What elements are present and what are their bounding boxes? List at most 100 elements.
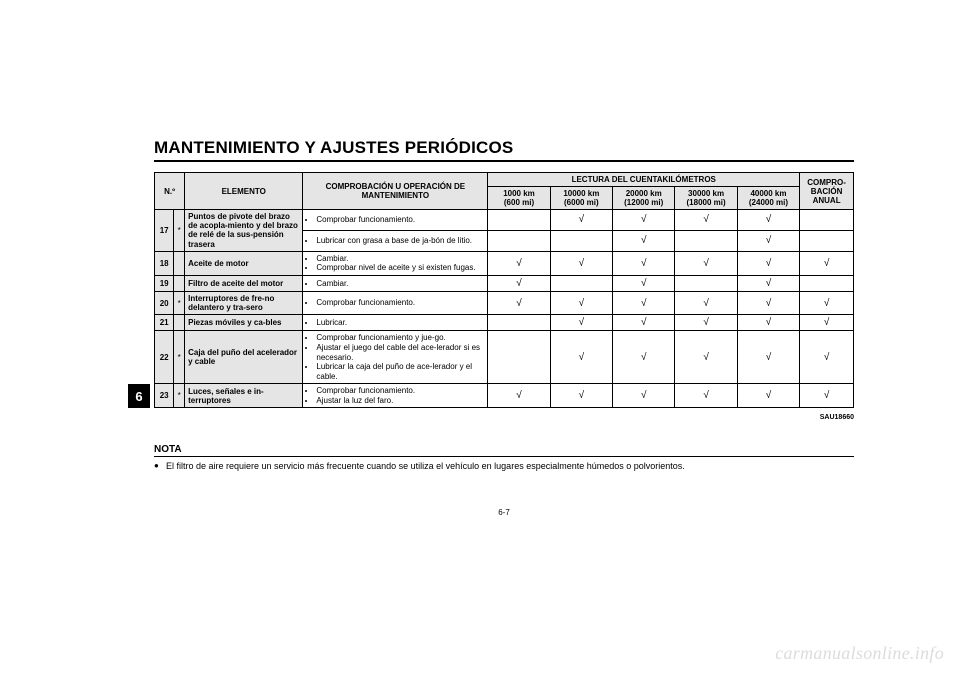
cell-check [488, 210, 550, 231]
cell-check: √ [675, 251, 737, 275]
cell-check: √ [613, 251, 675, 275]
cell-num: 23 [155, 384, 174, 408]
cell-check: √ [613, 275, 675, 291]
cell-check: √ [737, 384, 799, 408]
page-content: MANTENIMIENTO Y AJUSTES PERIÓDICOS N.º E… [154, 138, 854, 471]
cell-check: √ [675, 315, 737, 331]
cell-check: √ [737, 315, 799, 331]
cell-check: √ [613, 291, 675, 314]
watermark: carmanualsonline.info [775, 643, 944, 664]
cell-check [800, 210, 854, 231]
table-row: 23 * Luces, señales e in-terruptores Com… [155, 384, 854, 408]
cell-check [488, 315, 550, 331]
page-title: MANTENIMIENTO Y AJUSTES PERIÓDICOS [154, 138, 513, 158]
cell-elem: Piezas móviles y ca-bles [185, 315, 303, 331]
cell-op: Comprobar funcionamiento. [303, 210, 488, 231]
cell-check: √ [550, 331, 612, 384]
cell-check: √ [737, 275, 799, 291]
cell-elem: Filtro de aceite del motor [185, 275, 303, 291]
chapter-tab: 6 [128, 384, 150, 408]
cell-check: √ [488, 251, 550, 275]
cell-check: √ [550, 251, 612, 275]
table-row: 17 * Puntos de pivote del brazo de acopl… [155, 210, 854, 231]
page-number: 6-7 [154, 508, 854, 517]
cell-check: √ [613, 315, 675, 331]
table-row: 20 * Interruptores de fre-no delantero y… [155, 291, 854, 314]
cell-check: √ [800, 315, 854, 331]
col-num: N.º [155, 173, 185, 210]
cell-check: √ [613, 331, 675, 384]
title-row: MANTENIMIENTO Y AJUSTES PERIÓDICOS [154, 138, 854, 162]
cell-elem: Luces, señales e in-terruptores [185, 384, 303, 408]
cell-check: √ [550, 291, 612, 314]
note-text: El filtro de aire requiere un servicio m… [154, 461, 854, 471]
cell-check: √ [488, 291, 550, 314]
cell-check: √ [800, 384, 854, 408]
cell-check: √ [800, 291, 854, 314]
note-block: NOTA El filtro de aire requiere un servi… [154, 439, 854, 471]
cell-num: 18 [155, 251, 174, 275]
cell-elem: Aceite de motor [185, 251, 303, 275]
cell-check [550, 275, 612, 291]
cell-star: * [174, 291, 185, 314]
cell-op: Comprobar funcionamiento y jue-go.Ajusta… [303, 331, 488, 384]
cell-num: 17 [155, 210, 174, 252]
col-op: COMPROBACIÓN U OPERACIÓN DE MANTENIMIENT… [303, 173, 488, 210]
cell-check: √ [675, 384, 737, 408]
cell-star [174, 275, 185, 291]
cell-check: √ [613, 384, 675, 408]
cell-check: √ [675, 331, 737, 384]
cell-check: √ [550, 210, 612, 231]
cell-check [800, 275, 854, 291]
cell-op: Cambiar. [303, 275, 488, 291]
col-annual: COMPRO-BACIÓN ANUAL [800, 173, 854, 210]
cell-elem: Puntos de pivote del brazo de acopla-mie… [185, 210, 303, 252]
cell-op: Cambiar.Comprobar nivel de aceite y si e… [303, 251, 488, 275]
cell-check [675, 275, 737, 291]
cell-check: √ [737, 230, 799, 251]
cell-check: √ [800, 251, 854, 275]
cell-check [675, 230, 737, 251]
cell-star [174, 251, 185, 275]
cell-check [488, 331, 550, 384]
cell-check: √ [737, 210, 799, 231]
table-row: 21 Piezas móviles y ca-bles Lubricar. √ … [155, 315, 854, 331]
col-reading: LECTURA DEL CUENTAKILÓMETROS [488, 173, 800, 187]
cell-star: * [174, 331, 185, 384]
cell-num: 20 [155, 291, 174, 314]
doc-reference: SAU18660 [154, 414, 854, 421]
cell-num: 21 [155, 315, 174, 331]
cell-check [488, 230, 550, 251]
cell-check: √ [613, 230, 675, 251]
cell-star [174, 315, 185, 331]
cell-num: 19 [155, 275, 174, 291]
cell-op: Comprobar funcionamiento.Ajustar la luz … [303, 384, 488, 408]
note-rule [154, 456, 854, 457]
cell-check: √ [737, 251, 799, 275]
cell-check: √ [550, 384, 612, 408]
note-label: NOTA [154, 444, 182, 455]
cell-op: Lubricar. [303, 315, 488, 331]
cell-check: √ [488, 275, 550, 291]
table-row: 22 * Caja del puño del acelerador y cabl… [155, 331, 854, 384]
col-km-3: 20000 km(12000 mi) [613, 187, 675, 210]
col-km-5: 40000 km(24000 mi) [737, 187, 799, 210]
cell-op: Comprobar funcionamiento. [303, 291, 488, 314]
cell-check: √ [675, 291, 737, 314]
maintenance-table: N.º ELEMENTO COMPROBACIÓN U OPERACIÓN DE… [154, 172, 854, 408]
col-elem: ELEMENTO [185, 173, 303, 210]
cell-check [800, 230, 854, 251]
cell-check [550, 230, 612, 251]
cell-check: √ [488, 384, 550, 408]
cell-op: Lubricar con grasa a base de ja-bón de l… [303, 230, 488, 251]
cell-check: √ [613, 210, 675, 231]
cell-num: 22 [155, 331, 174, 384]
col-km-1: 1000 km(600 mi) [488, 187, 550, 210]
cell-check: √ [550, 315, 612, 331]
cell-elem: Interruptores de fre-no delantero y tra-… [185, 291, 303, 314]
table-row: 19 Filtro de aceite del motor Cambiar. √… [155, 275, 854, 291]
cell-star: * [174, 210, 185, 252]
table-header: N.º ELEMENTO COMPROBACIÓN U OPERACIÓN DE… [155, 173, 854, 210]
cell-check: √ [737, 331, 799, 384]
col-km-4: 30000 km(18000 mi) [675, 187, 737, 210]
